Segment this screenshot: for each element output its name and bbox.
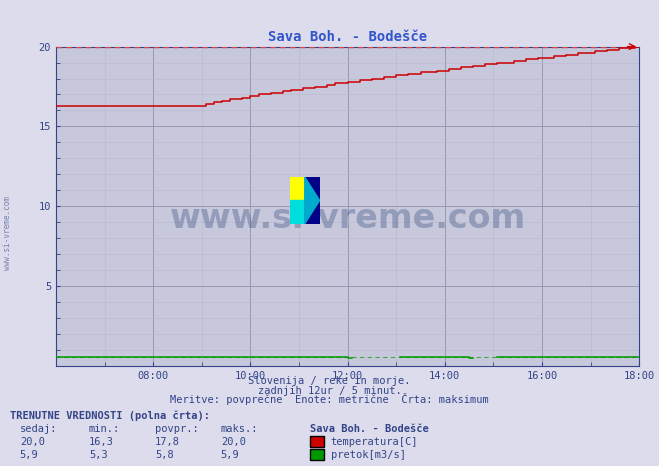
Text: pretok[m3/s]: pretok[m3/s] bbox=[331, 450, 406, 459]
Text: maks.:: maks.: bbox=[221, 425, 258, 434]
Text: 16,3: 16,3 bbox=[89, 437, 114, 446]
Text: povpr.:: povpr.: bbox=[155, 425, 198, 434]
Text: 5,8: 5,8 bbox=[155, 450, 173, 459]
Text: sedaj:: sedaj: bbox=[20, 425, 57, 434]
Text: Sava Boh. - Bodešče: Sava Boh. - Bodešče bbox=[310, 425, 428, 434]
Text: Slovenija / reke in morje.: Slovenija / reke in morje. bbox=[248, 377, 411, 386]
Polygon shape bbox=[290, 200, 304, 224]
Title: Sava Boh. - Bodešče: Sava Boh. - Bodešče bbox=[268, 30, 427, 44]
Text: 17,8: 17,8 bbox=[155, 437, 180, 446]
Text: Meritve: povprečne  Enote: metrične  Črta: maksimum: Meritve: povprečne Enote: metrične Črta:… bbox=[170, 393, 489, 405]
Text: 20,0: 20,0 bbox=[20, 437, 45, 446]
Polygon shape bbox=[304, 177, 320, 224]
Text: 5,9: 5,9 bbox=[20, 450, 38, 459]
Text: min.:: min.: bbox=[89, 425, 120, 434]
Text: www.si-vreme.com: www.si-vreme.com bbox=[169, 202, 526, 235]
Text: 5,3: 5,3 bbox=[89, 450, 107, 459]
Text: temperatura[C]: temperatura[C] bbox=[331, 437, 418, 446]
Polygon shape bbox=[304, 177, 320, 224]
Text: www.si-vreme.com: www.si-vreme.com bbox=[3, 196, 13, 270]
Text: zadnjih 12ur / 5 minut.: zadnjih 12ur / 5 minut. bbox=[258, 386, 401, 396]
Text: 5,9: 5,9 bbox=[221, 450, 239, 459]
Text: 20,0: 20,0 bbox=[221, 437, 246, 446]
Text: TRENUTNE VREDNOSTI (polna črta):: TRENUTNE VREDNOSTI (polna črta): bbox=[10, 411, 210, 421]
Polygon shape bbox=[290, 177, 304, 200]
